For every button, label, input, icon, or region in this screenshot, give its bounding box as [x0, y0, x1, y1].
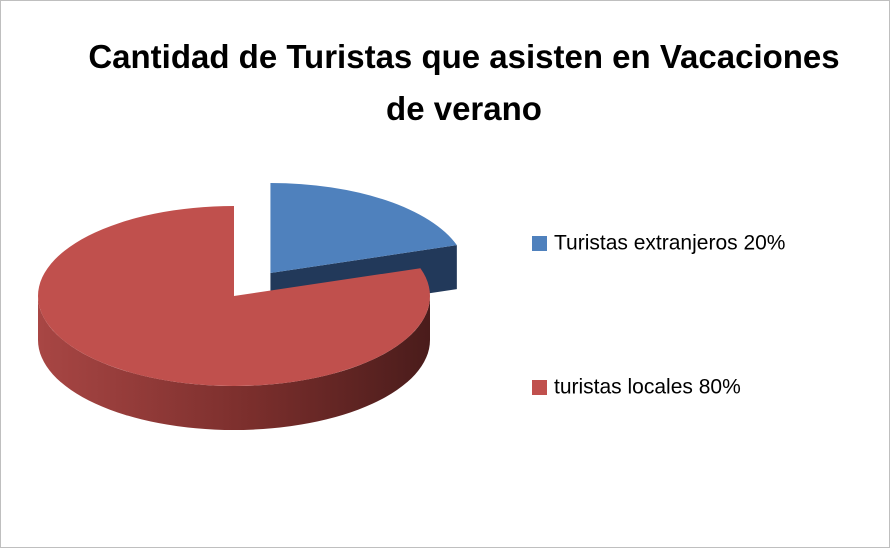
legend-label: Turistas extranjeros 20%: [554, 232, 785, 255]
legend-swatch: [532, 236, 547, 251]
legend-swatch: [532, 380, 547, 395]
pie-slice: [37, 206, 431, 430]
slice-top: [270, 182, 457, 273]
legend-label: turistas locales 80%: [554, 376, 741, 399]
slice-top: [37, 206, 431, 386]
slice-wall: [38, 296, 430, 430]
chart-title: Cantidad de Turistas que asisten en Vaca…: [88, 38, 840, 127]
